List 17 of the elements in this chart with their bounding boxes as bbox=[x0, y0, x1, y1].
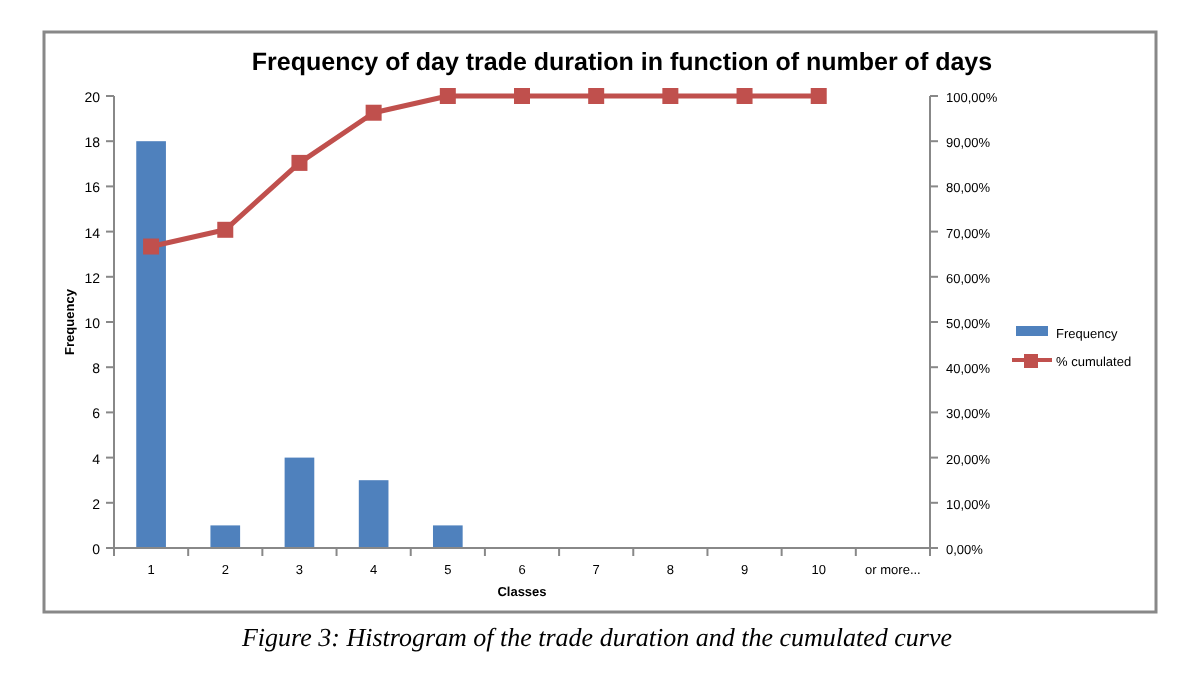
point bbox=[217, 221, 234, 238]
caption: Figure 3: Histrogram of the trade duration and the cumulated curve bbox=[239, 622, 953, 652]
chart-title: Frequency of day trade duration in function of number of days bbox=[251, 48, 993, 76]
point bbox=[143, 238, 160, 255]
point bbox=[662, 88, 679, 104]
point bbox=[365, 104, 382, 121]
point bbox=[810, 88, 827, 104]
bar bbox=[358, 480, 389, 548]
point bbox=[588, 88, 605, 104]
bar bbox=[432, 525, 463, 548]
point bbox=[514, 88, 530, 104]
point bbox=[439, 88, 456, 104]
bar bbox=[136, 141, 166, 548]
bar bbox=[210, 525, 241, 548]
bar bbox=[284, 457, 315, 548]
point bbox=[291, 154, 308, 171]
point bbox=[736, 88, 753, 104]
